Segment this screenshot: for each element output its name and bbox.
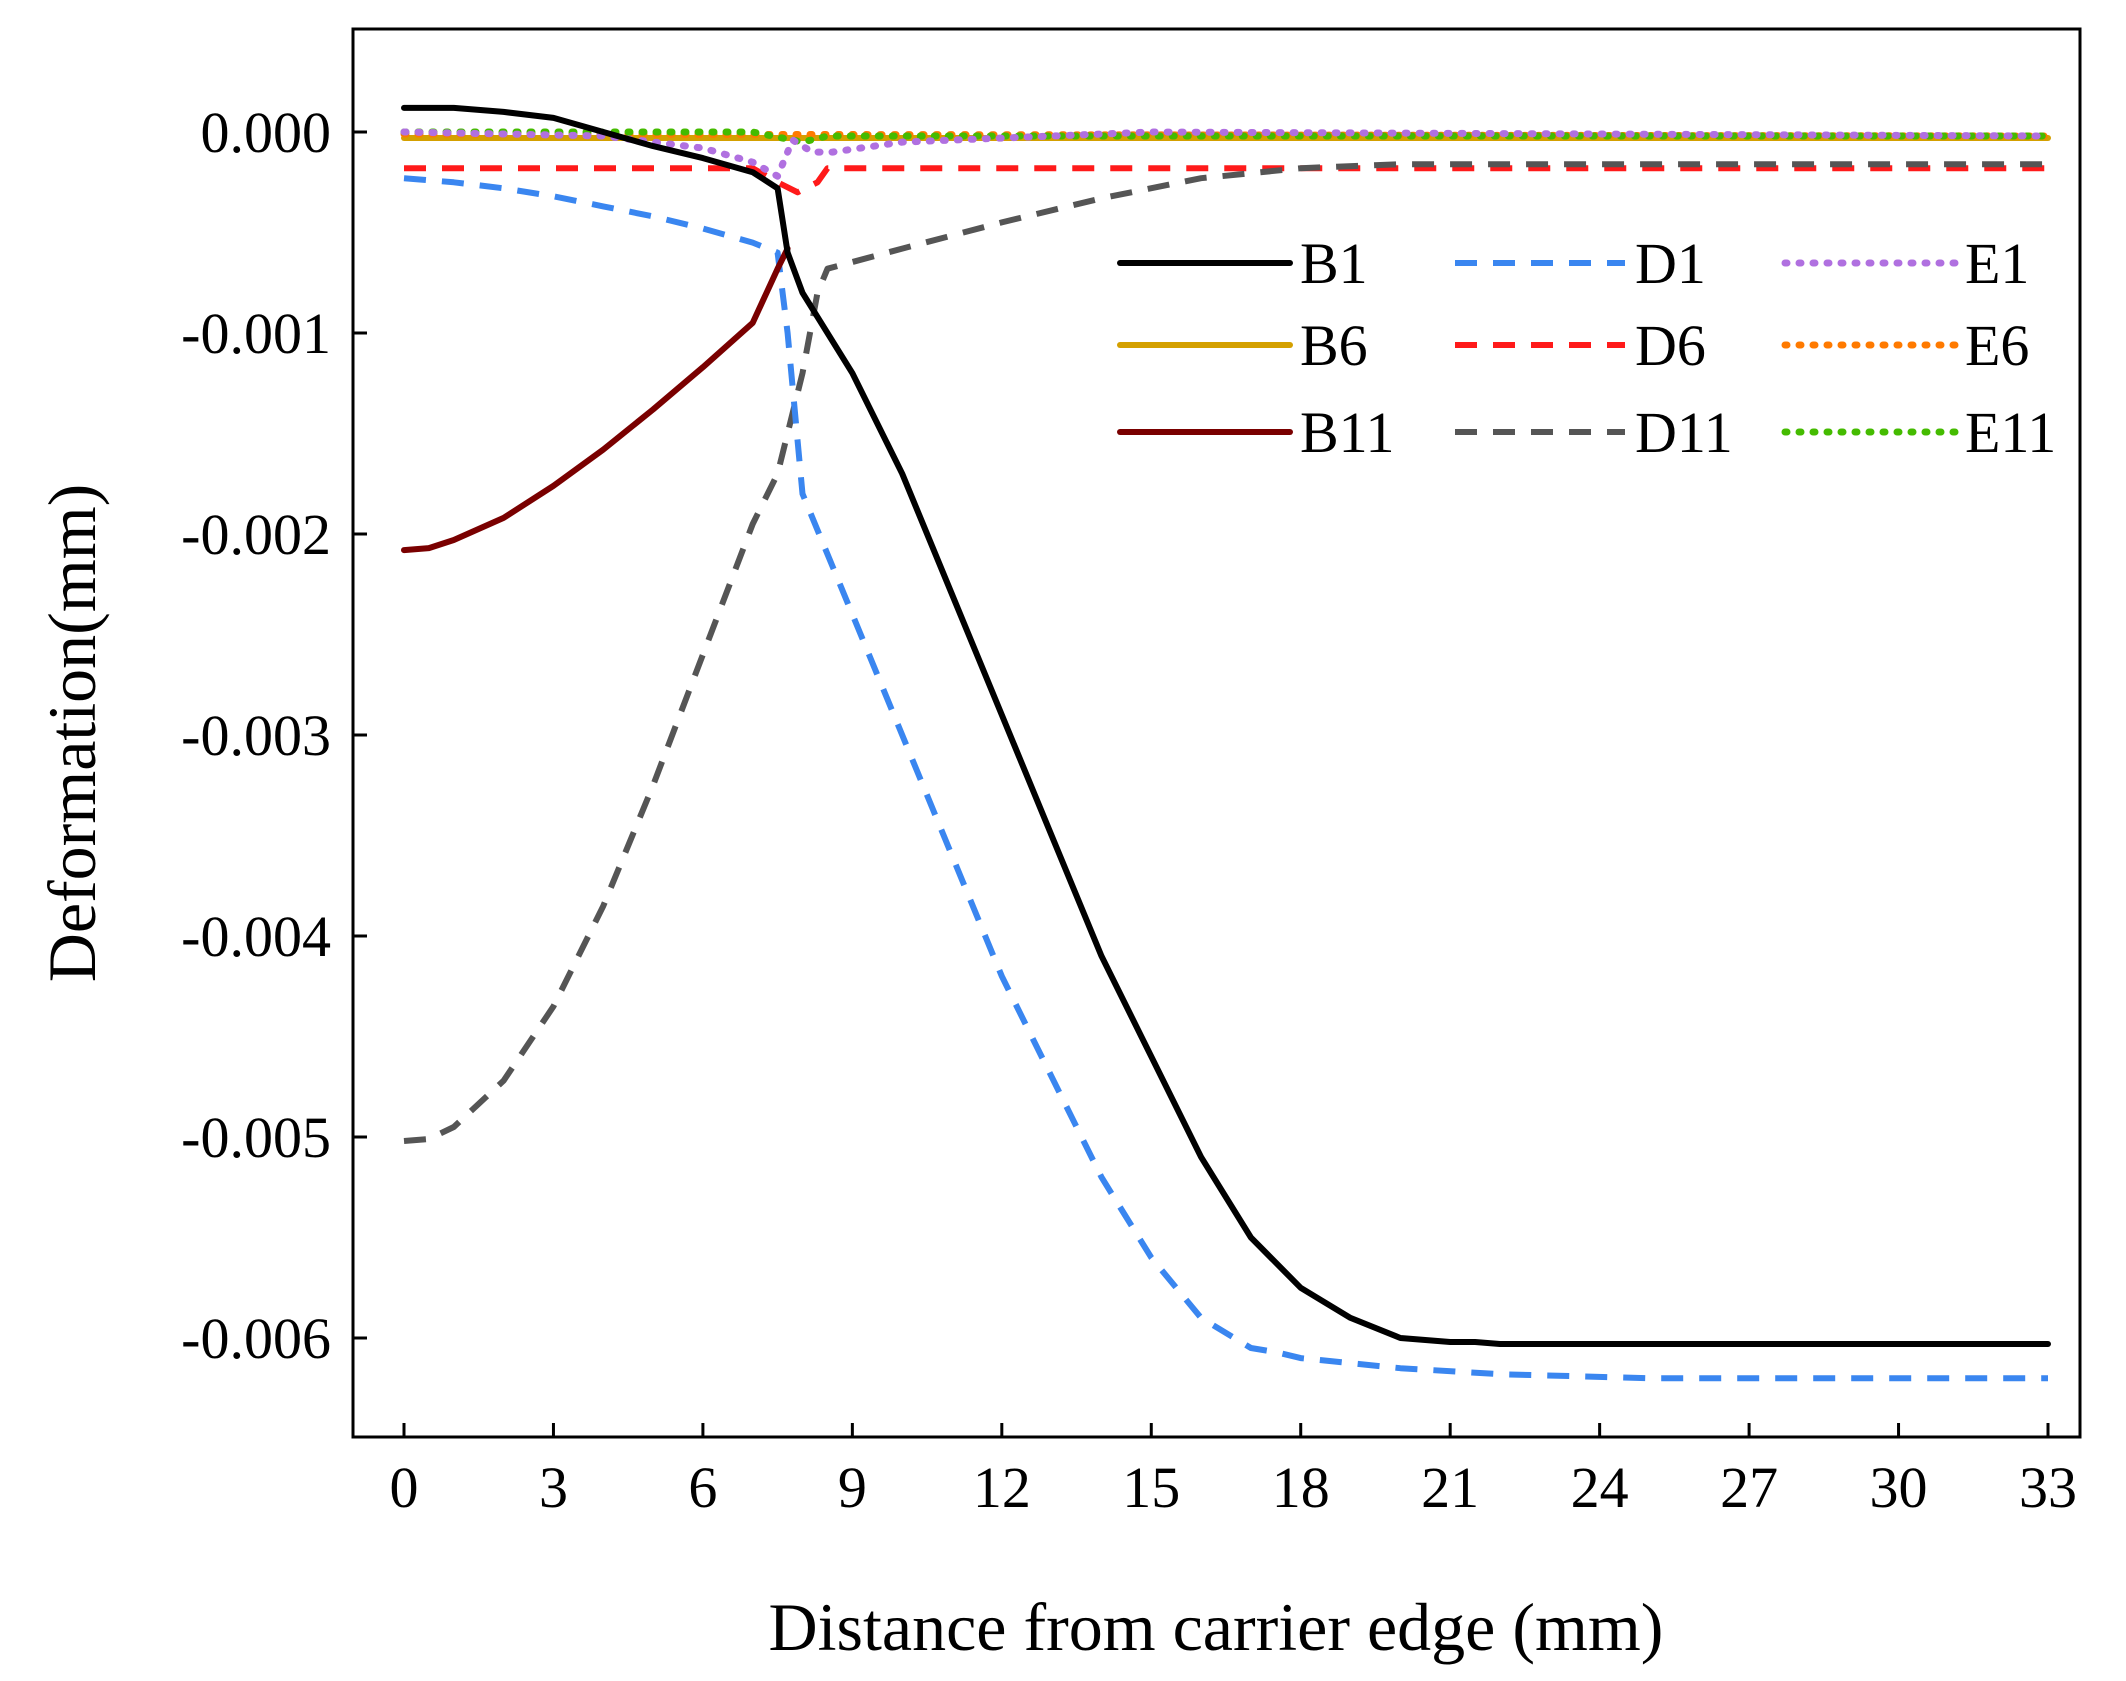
- legend-label-e6: E6: [1965, 313, 2029, 378]
- plot-frame: [351, 27, 2082, 1439]
- legend: B1 B6 B11 D1 D6 D11 E1 E6 E11: [1117, 231, 2056, 465]
- x-tick-label: 33: [2019, 1455, 2077, 1520]
- x-tick-label: 3: [539, 1455, 568, 1520]
- series-line-d1: [403, 175, 2048, 1382]
- y-tick-label: -0.003: [181, 703, 331, 768]
- series-line-e1: [400, 128, 2052, 180]
- x-tick-label: 6: [688, 1455, 717, 1520]
- x-tick-label: 30: [1870, 1455, 1928, 1520]
- x-axis: 0 3 6 9 12 15 18 21 24 27 30 33: [390, 1423, 2077, 1520]
- series-layer: [400, 104, 2052, 1382]
- legend-label-e11: E11: [1965, 400, 2056, 465]
- x-tick-label: 18: [1272, 1455, 1330, 1520]
- x-tick-label: 27: [1720, 1455, 1778, 1520]
- x-tick-label: 9: [838, 1455, 867, 1520]
- x-tick-label: 24: [1571, 1455, 1629, 1520]
- legend-label-d1: D1: [1635, 231, 1706, 296]
- y-axis: 0.000 -0.001 -0.002 -0.003 -0.004 -0.005 -0.00…: [181, 100, 367, 1371]
- y-tick-label: -0.004: [181, 904, 331, 969]
- series-line-b1: [401, 104, 2051, 1347]
- series-line-d11: [403, 161, 2048, 1144]
- y-tick-label: -0.001: [181, 301, 331, 366]
- series-line-b11: [401, 245, 791, 554]
- x-tick-label: 21: [1421, 1455, 1479, 1520]
- x-tick-label: 12: [973, 1455, 1031, 1520]
- x-axis-title: Distance from carrier edge (mm): [769, 1589, 1664, 1665]
- y-tick-label: -0.006: [181, 1306, 331, 1371]
- y-axis-title: Deformation(mm): [34, 484, 110, 983]
- legend-label-b1: B1: [1300, 231, 1368, 296]
- legend-label-e1: E1: [1965, 231, 2029, 296]
- x-tick-label: 0: [390, 1455, 419, 1520]
- y-tick-label: 0.000: [201, 100, 332, 165]
- series-line-d6: [404, 165, 2048, 196]
- legend-label-b6: B6: [1300, 313, 1368, 378]
- legend-label-d6: D6: [1635, 313, 1706, 378]
- y-tick-label: -0.002: [181, 502, 331, 567]
- legend-label-b11: B11: [1300, 400, 1395, 465]
- legend-label-d11: D11: [1635, 400, 1733, 465]
- x-tick-label: 15: [1122, 1455, 1180, 1520]
- y-tick-label: -0.005: [181, 1105, 331, 1170]
